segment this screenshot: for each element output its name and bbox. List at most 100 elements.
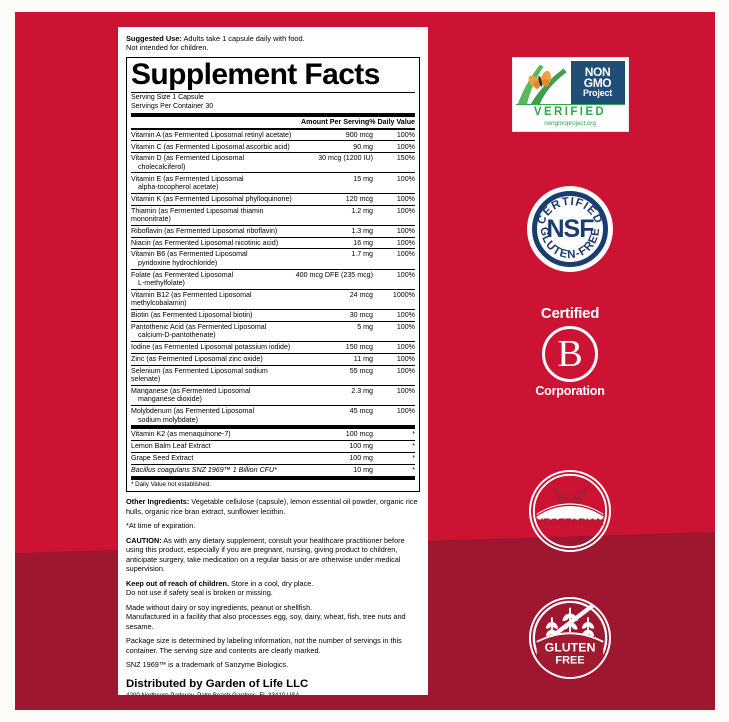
vegetarian-icon: VEGETARIAN: [532, 473, 608, 549]
table-row: Vitamin B12 (as Fermented Liposomal meth…: [131, 289, 415, 309]
nutrient-daily-value: 100%: [396, 142, 415, 151]
nutrient-name: Riboflavin (as Fermented Liposomal ribof…: [131, 226, 278, 235]
distributor-heading: Distributed by Garden of Life LLC: [126, 678, 309, 691]
allergen-line2: Manufactured in a facility that also pro…: [126, 612, 406, 631]
non-gmo-wordmark: NON GMO Project: [570, 61, 625, 104]
non-gmo-url: nongmoproject.org: [544, 120, 596, 127]
servings-per-container: Servings Per Container 30: [131, 102, 214, 110]
nutrient-name: Vitamin D (as Fermented Liposomal choleca…: [131, 153, 296, 173]
divider-med: [131, 127, 415, 130]
table-row: Thiamin (as Fermented Liposomal thiamin …: [131, 205, 415, 225]
bcorp-circle-icon: B: [542, 326, 598, 382]
table-row: Selenium (as Fermented Liposomal sodium …: [131, 365, 415, 385]
nutrient-name: Thiamin (as Fermented Liposomal thiamin …: [131, 206, 264, 223]
nutrient-name-continued: sodium molybdate): [138, 415, 198, 424]
nutrient-name: Zinc (as Fermented Liposomal zinc oxide): [131, 354, 263, 363]
table-row: Biotin (as Fermented Liposomal biotin) 30…: [131, 309, 415, 322]
supplement-facts-panel: Suggested Use: Adults take 1 capsule dai…: [118, 27, 428, 695]
badge-b-corporation: Certified B Corporation: [495, 305, 645, 398]
keep-out-text: Store in a cool, dry place.: [228, 578, 314, 588]
ingredient-name: Bacillus coagulans SNZ 1969™ 1 Billion C…: [131, 465, 277, 474]
table-row: Folate (as Fermented Liposomal L-methylfo…: [131, 269, 415, 289]
nutrient-name-continued: calcium-D-pantothenate): [138, 331, 216, 340]
nutrient-amount: 45 mcg: [349, 407, 373, 416]
nutrient-name: Biotin (as Fermented Liposomal biotin): [131, 311, 253, 320]
ingredient-daily-value: *: [412, 454, 415, 463]
nutrient-name: Vitamin B12 (as Fermented Liposomal meth…: [131, 290, 252, 308]
nutrient-amount: 1.2 mg: [351, 206, 373, 215]
nutrient-amount: 24 mcg: [349, 290, 373, 299]
suggested-use: Suggested Use: Adults take 1 capsule dai…: [126, 34, 420, 53]
nutrient-daily-value: 100%: [396, 194, 415, 203]
gluten-free-line2: FREE: [555, 655, 584, 667]
nutrient-name-continued: cholecalciferol): [138, 162, 186, 171]
nutrient-name: Manganese (as Fermented Liposomal mangane…: [131, 385, 296, 405]
ingredient-amount: 10 mg: [353, 465, 373, 474]
nutrient-amount: 400 mcg DFE (235 mcg): [295, 270, 373, 279]
vegetarian-seal: VEGETARIAN: [529, 470, 611, 552]
gluten-free-icon: GLUTEN FREE: [532, 600, 608, 677]
allergen-block: Made without dairy or soy ingredients, p…: [126, 603, 420, 631]
ingredient-amount: 100 mg: [349, 454, 373, 463]
ingredient-amount: 100 mcg: [345, 430, 373, 439]
nutrient-name: Molybdenum (as Fermented Liposomal sodium…: [131, 406, 296, 426]
nutrient-daily-value: 100%: [396, 354, 415, 363]
nutrient-daily-value: 100%: [396, 250, 415, 259]
table-row: Bacillus coagulans SNZ 1969™ 1 Billion C…: [131, 464, 415, 475]
non-gmo-line1: NON: [584, 65, 611, 80]
header-amount: Amount Per Serving: [301, 117, 370, 126]
daily-value-note: * Daily Value not established.: [131, 481, 212, 489]
table-row: Grape Seed Extract 100 mg *: [131, 452, 415, 465]
ingredient-name: Lemon Balm Leaf Extract: [131, 442, 211, 451]
safety-seal-text: Do not use if safety seal is broken or m…: [126, 588, 273, 598]
non-gmo-line3: Project: [582, 88, 613, 99]
nutrient-amount: 15 mg: [353, 174, 373, 183]
nsf-center-text: NSF: [546, 214, 595, 243]
ingredient-amount: 100 mg: [349, 442, 373, 451]
nutrient-name: Folate (as Fermented Liposomal L-methylfo…: [131, 269, 296, 289]
nutrient-daily-value: 100%: [396, 387, 415, 396]
suggested-use-label: Suggested Use:: [126, 34, 182, 43]
nutrient-daily-value: 100%: [396, 322, 415, 331]
nutrient-amount: 1.3 mg: [351, 226, 373, 235]
table-row: Pantothenic Acid (as Fermented Liposomal…: [131, 321, 415, 341]
nutrient-amount: 120 mcg: [345, 194, 373, 203]
header-daily-value: % Daily Value: [369, 117, 415, 126]
badge-vegetarian: VEGETARIAN: [495, 470, 645, 552]
divider: [131, 91, 415, 93]
bcorp-bottom-text: Corporation: [535, 384, 605, 398]
table-row: Vitamin C (as Fermented Liposomal ascorb…: [131, 140, 415, 153]
suggested-use-text: Adults take 1 capsule daily with food.: [181, 34, 305, 43]
certification-badges: NON GMO Project VERIFIED nongmoproject.o…: [495, 0, 645, 722]
nutrient-daily-value: 100%: [396, 407, 415, 416]
distributor-address-block: 4200 Northcorp Parkway, Palm Beach Garde…: [126, 692, 420, 695]
supplement-facts-title: Supplement Facts: [131, 57, 380, 91]
nutrient-amount: 30 mcg: [349, 311, 373, 320]
nutrient-amount: 16 mg: [353, 238, 373, 247]
ingredient-daily-value: *: [412, 442, 415, 451]
nutrient-daily-value: 100%: [396, 174, 415, 183]
nutrient-name-continued: pyridoxine hydrochloride): [138, 258, 218, 267]
table-row: Riboflavin (as Fermented Liposomal ribof…: [131, 225, 415, 237]
nutrient-daily-value: 100%: [396, 343, 415, 352]
nutrient-name: Vitamin B6 (as Fermented Liposomal pyrido…: [131, 249, 296, 269]
gluten-free-line1: GLUTEN: [545, 640, 596, 654]
divider-thick-2: [131, 425, 415, 430]
gluten-free-seal: GLUTEN FREE: [529, 597, 611, 679]
nutrient-name: Vitamin E (as Fermented Liposomal alpha-t…: [131, 173, 296, 193]
nutrient-amount: 5 mg: [357, 322, 373, 331]
bcorp-top-text: Certified: [540, 305, 600, 322]
ingredient-daily-value: *: [412, 430, 415, 439]
nutrient-rows-body: Vitamin A (as Fermented Liposomal retiny…: [131, 130, 415, 426]
table-row: Vitamin A (as Fermented Liposomal retiny…: [131, 130, 415, 141]
nutrient-daily-value: 100%: [396, 206, 415, 215]
table-row: Niacin (as Fermented Liposomal nicotinic…: [131, 237, 415, 249]
blend-rows-body: Vitamin K2 (as menaquinone-7) 100 mcg * Lem…: [131, 429, 415, 475]
table-row: Vitamin B6 (as Fermented Liposomal pyrido…: [131, 248, 415, 269]
nutrient-amount: 30 mcg (1200 IU): [318, 154, 373, 163]
nutrient-amount: 55 mcg: [349, 366, 373, 375]
nutrient-daily-value: 100%: [396, 226, 415, 235]
nutrient-name-continued: manganese dioxide): [138, 395, 202, 404]
nutrient-name-continued: alpha-tocopherol acetate): [138, 182, 219, 191]
